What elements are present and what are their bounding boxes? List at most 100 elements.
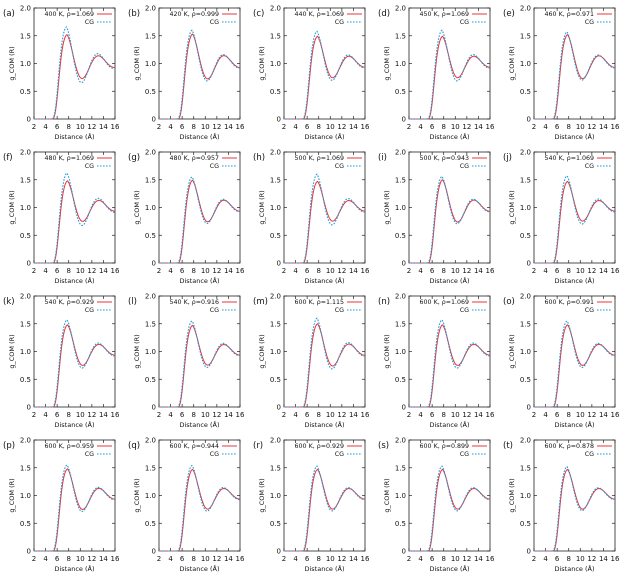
panel: 2 4 6 8 10 12 14 16 0 0.5 1.0 1.5 2.0 Distance (Å) g_C… — [3, 437, 120, 574]
x-tick-label: 8 — [191, 411, 195, 419]
x-tick-label: 12 — [337, 267, 346, 275]
x-tick-label: 14 — [474, 267, 483, 275]
x-tick-label: 8 — [316, 267, 320, 275]
y-tick-label: 1.0 — [395, 60, 406, 68]
series-line-reference — [409, 468, 491, 552]
x-axis-label: Distance (Å) — [179, 276, 219, 285]
x-tick-label: 4 — [168, 555, 173, 563]
y-axis-label: g_COM (R) — [258, 478, 266, 512]
series-line-cg — [34, 464, 116, 552]
y-tick-label: 1.5 — [520, 464, 531, 472]
series-line-cg — [34, 172, 116, 264]
legend-title: 440 K, ρ=1.069 — [295, 11, 344, 18]
y-tick-label: 1.5 — [145, 176, 156, 184]
x-tick-label: 8 — [66, 411, 70, 419]
legend-label-cg: CG — [85, 451, 94, 458]
x-tick-label: 16 — [111, 411, 120, 419]
panel-label: (o) — [503, 297, 515, 307]
y-tick-label: 2.0 — [20, 293, 31, 301]
y-tick-label: 1.5 — [20, 176, 31, 184]
x-tick-label: 14 — [599, 555, 608, 563]
x-tick-label: 10 — [451, 555, 460, 563]
y-tick-label: 0.5 — [20, 88, 31, 96]
y-tick-label: 1.5 — [145, 464, 156, 472]
y-axis-label: g_COM (R) — [8, 46, 16, 80]
series-line-reference — [284, 35, 366, 120]
y-tick-label: 1.5 — [270, 176, 281, 184]
x-tick-label: 10 — [576, 555, 585, 563]
x-tick-label: 16 — [236, 411, 245, 419]
x-tick-label: 10 — [201, 267, 210, 275]
x-tick-label: 12 — [87, 411, 96, 419]
y-tick-label: 0 — [527, 404, 531, 412]
panel: 2 4 6 8 10 12 14 16 0 0.5 1.0 1.5 2.0 Distance (Å) g_C… — [253, 149, 370, 286]
y-tick-label: 2.0 — [145, 5, 156, 13]
series-line-cg — [159, 320, 241, 408]
panel: 2 4 6 8 10 12 14 16 0 0.5 1.0 1.5 2.0 Distance (Å) g_C… — [128, 5, 245, 142]
x-tick-label: 8 — [191, 555, 195, 563]
x-tick-label: 12 — [212, 555, 221, 563]
series-line-reference — [409, 179, 491, 264]
x-tick-label: 2 — [532, 123, 536, 131]
y-tick-label: 2.0 — [395, 293, 406, 301]
panel-label: (f) — [3, 153, 13, 163]
y-tick-label: 2.0 — [20, 437, 31, 445]
x-tick-label: 10 — [576, 411, 585, 419]
x-tick-label: 16 — [611, 411, 620, 419]
y-tick-label: 0 — [27, 404, 31, 412]
x-tick-label: 6 — [305, 123, 310, 131]
x-tick-label: 2 — [157, 267, 161, 275]
y-axis-label: g_COM (R) — [258, 190, 266, 224]
y-tick-label: 1.5 — [145, 320, 156, 328]
x-tick-label: 4 — [293, 123, 298, 131]
series-line-reference — [534, 33, 616, 120]
series-line-reference — [159, 33, 241, 120]
x-tick-label: 4 — [43, 123, 48, 131]
legend-label-cg: CG — [335, 163, 344, 170]
panel-label: (d) — [378, 9, 390, 19]
plot-frame — [533, 151, 616, 264]
x-tick-label: 6 — [555, 267, 560, 275]
panel-label: (g) — [128, 153, 140, 163]
x-axis-label: Distance (Å) — [304, 276, 344, 285]
x-tick-label: 2 — [157, 411, 161, 419]
series-line-cg — [534, 31, 616, 120]
panel: 2 4 6 8 10 12 14 16 0 0.5 1.0 1.5 2.0 Distance (Å) g_C… — [3, 5, 120, 142]
x-tick-label: 10 — [326, 555, 335, 563]
x-tick-label: 4 — [543, 555, 548, 563]
x-axis-label: Distance (Å) — [179, 564, 219, 573]
series-line-reference — [34, 33, 116, 120]
legend-title: 500 K, ρ=0.943 — [420, 155, 469, 162]
y-tick-label: 1.0 — [20, 492, 31, 500]
legend-title: 420 K, ρ=0.999 — [170, 11, 219, 18]
y-tick-label: 0 — [277, 548, 281, 556]
x-tick-label: 2 — [32, 555, 36, 563]
x-tick-label: 2 — [407, 123, 411, 131]
panel: 2 4 6 8 10 12 14 16 0 0.5 1.0 1.5 2.0 Distance (Å) g_C… — [378, 149, 495, 286]
y-tick-label: 0.5 — [145, 520, 156, 528]
x-tick-label: 10 — [576, 267, 585, 275]
y-axis-label: g_COM (R) — [133, 334, 141, 368]
y-tick-label: 2.0 — [270, 149, 281, 157]
y-tick-label: 2.0 — [20, 5, 31, 13]
y-tick-label: 1.5 — [20, 464, 31, 472]
panel: 2 4 6 8 10 12 14 16 0 0.5 1.0 1.5 2.0 Distance (Å) g_C… — [3, 149, 120, 286]
y-tick-label: 0.5 — [270, 376, 281, 384]
x-axis-label: Distance (Å) — [304, 132, 344, 141]
x-tick-label: 6 — [430, 267, 435, 275]
x-tick-label: 12 — [212, 267, 221, 275]
y-tick-label: 0.5 — [520, 88, 531, 96]
y-tick-label: 0 — [527, 548, 531, 556]
y-tick-label: 0 — [27, 116, 31, 124]
x-tick-label: 4 — [293, 555, 298, 563]
panel: 2 4 6 8 10 12 14 16 0 0.5 1.0 1.5 2.0 Distance (Å) g_C… — [3, 293, 120, 430]
legend-title: 600 K, ρ=0.959 — [45, 443, 94, 450]
x-tick-label: 2 — [282, 123, 286, 131]
legend-label-cg: CG — [210, 19, 219, 26]
plot-frame — [533, 439, 616, 552]
y-axis-label: g_COM (R) — [258, 334, 266, 368]
x-tick-label: 12 — [587, 123, 596, 131]
plot-frame — [158, 439, 241, 552]
x-axis-label: Distance (Å) — [54, 564, 94, 573]
